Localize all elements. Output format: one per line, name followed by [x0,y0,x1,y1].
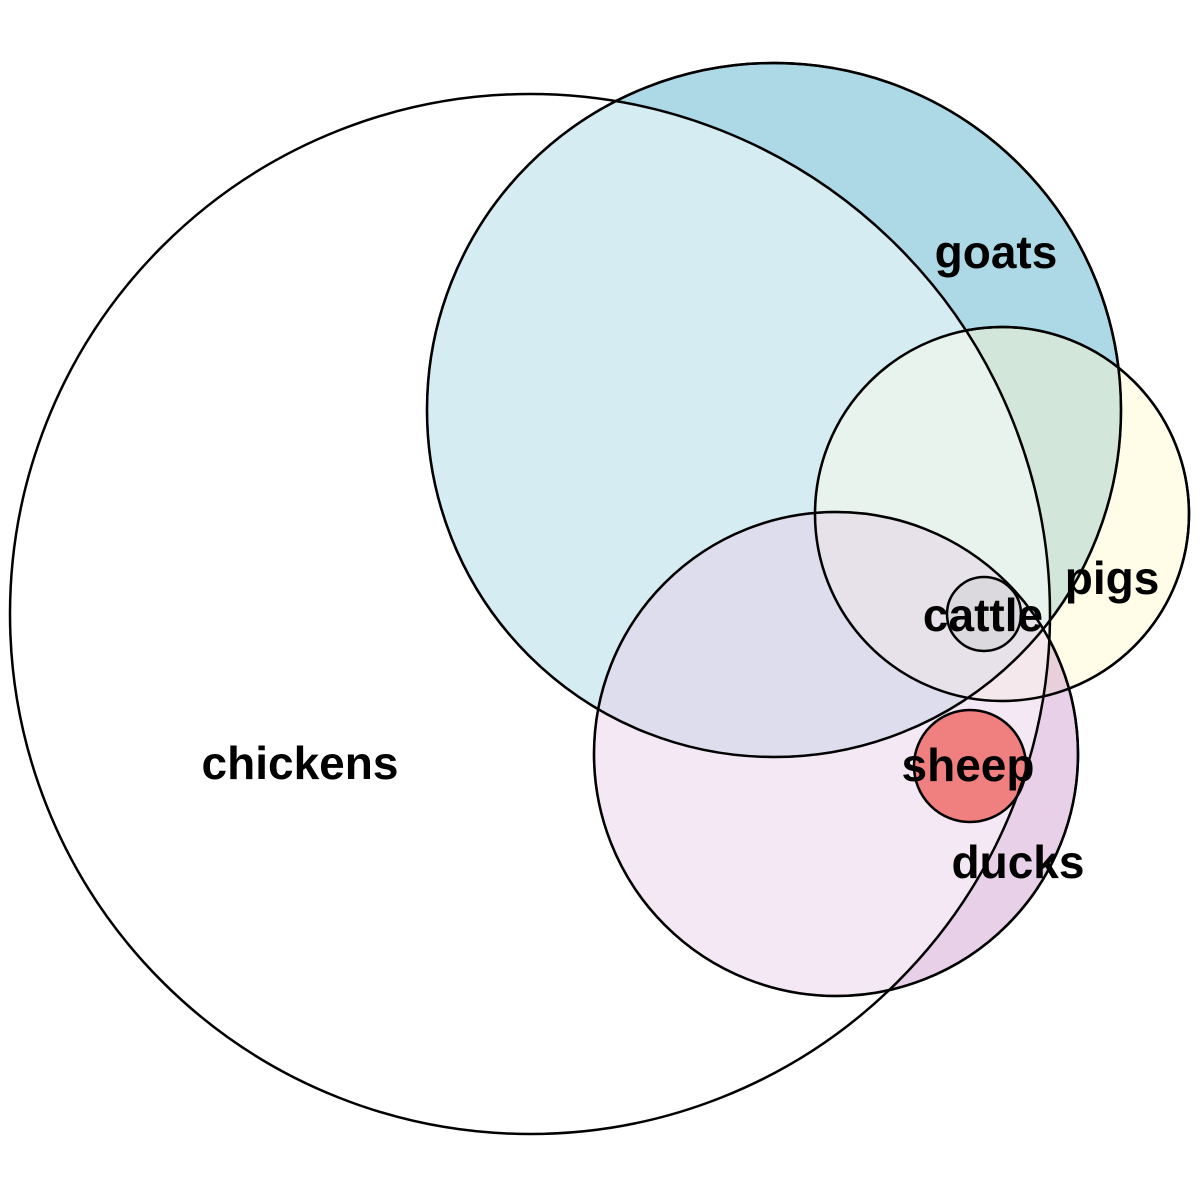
pigs-label: pigs [1065,552,1160,604]
goats-outline [425,61,1123,759]
chickens-circle [8,92,1052,1136]
chickens-label: chickens [202,737,399,789]
sheep-label: sheep [902,739,1035,791]
goats-label: goats [935,226,1058,278]
ducks-outline [592,510,1080,998]
cattle-label: cattle [923,589,1043,641]
cattle-circle [945,575,1023,653]
sheep-circle [912,708,1028,824]
chickens-overlap-wash [10,94,1050,1134]
ducks-label: ducks [952,836,1085,888]
